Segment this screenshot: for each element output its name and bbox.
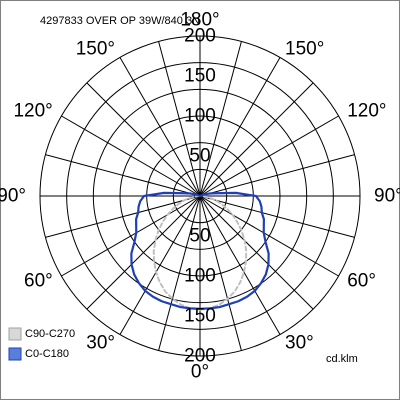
label-layer: 50501001001501502002000°30°30°60°60°90°9… — [0, 10, 400, 383]
unit-label: cd.klm — [326, 353, 358, 365]
grid-spoke — [199, 195, 355, 238]
angle-label: 90° — [0, 186, 26, 207]
series-layer — [130, 191, 270, 311]
grid-spoke — [199, 195, 242, 351]
grid-spoke — [119, 195, 201, 335]
radial-tick-label-upper: 200 — [184, 26, 216, 47]
angle-label: 120° — [13, 101, 52, 122]
grid-spoke — [45, 195, 201, 238]
grid-spoke — [199, 82, 314, 197]
angle-label: 150° — [285, 38, 324, 59]
grid-spoke — [199, 41, 242, 197]
chart-title: 4297833 OVER OP 39W/840 3N — [40, 15, 200, 27]
grid-spoke — [158, 41, 201, 197]
angle-label: 180° — [180, 10, 219, 31]
grid-spoke — [199, 57, 281, 197]
grid-spoke — [199, 115, 339, 197]
grid-spoke — [86, 82, 201, 197]
grid-spoke — [199, 195, 314, 310]
legend: C90-C270 C0-C180 — [8, 327, 75, 361]
legend-swatch-c90-c270 — [8, 327, 22, 341]
angle-label: 60° — [24, 271, 53, 292]
grid-spoke — [199, 195, 339, 277]
grid-spoke — [86, 195, 201, 310]
polar-grid — [39, 35, 361, 357]
angle-label: 120° — [347, 101, 386, 122]
radial-tick-label-lower: 200 — [184, 346, 216, 367]
legend-label-c90-c270: C90-C270 — [25, 328, 75, 340]
radial-tick-label-upper: 50 — [189, 146, 210, 167]
angle-label: 90° — [374, 186, 400, 207]
angle-label: 0° — [191, 362, 209, 383]
radial-tick-label-lower: 150 — [184, 306, 216, 327]
grid-spoke — [158, 195, 201, 351]
grid-spoke — [45, 154, 201, 197]
legend-label-c0-c180: C0-C180 — [25, 348, 69, 360]
angle-label: 30° — [285, 333, 314, 354]
grid-spoke — [199, 154, 355, 197]
angle-label: 60° — [347, 271, 376, 292]
grid-spoke — [61, 195, 201, 277]
grid-spoke — [61, 115, 201, 197]
angle-label: 150° — [76, 38, 115, 59]
radial-tick-label-lower: 50 — [189, 226, 210, 247]
grid-spoke — [199, 195, 281, 335]
grid-spoke — [119, 57, 201, 197]
radial-tick-label-upper: 150 — [184, 66, 216, 87]
series-line-c0-c180 — [130, 191, 270, 310]
radial-tick-label-upper: 100 — [184, 106, 216, 127]
angle-label: 30° — [86, 333, 115, 354]
radial-tick-label-lower: 100 — [184, 266, 216, 287]
legend-swatch-c0-c180 — [8, 347, 22, 361]
